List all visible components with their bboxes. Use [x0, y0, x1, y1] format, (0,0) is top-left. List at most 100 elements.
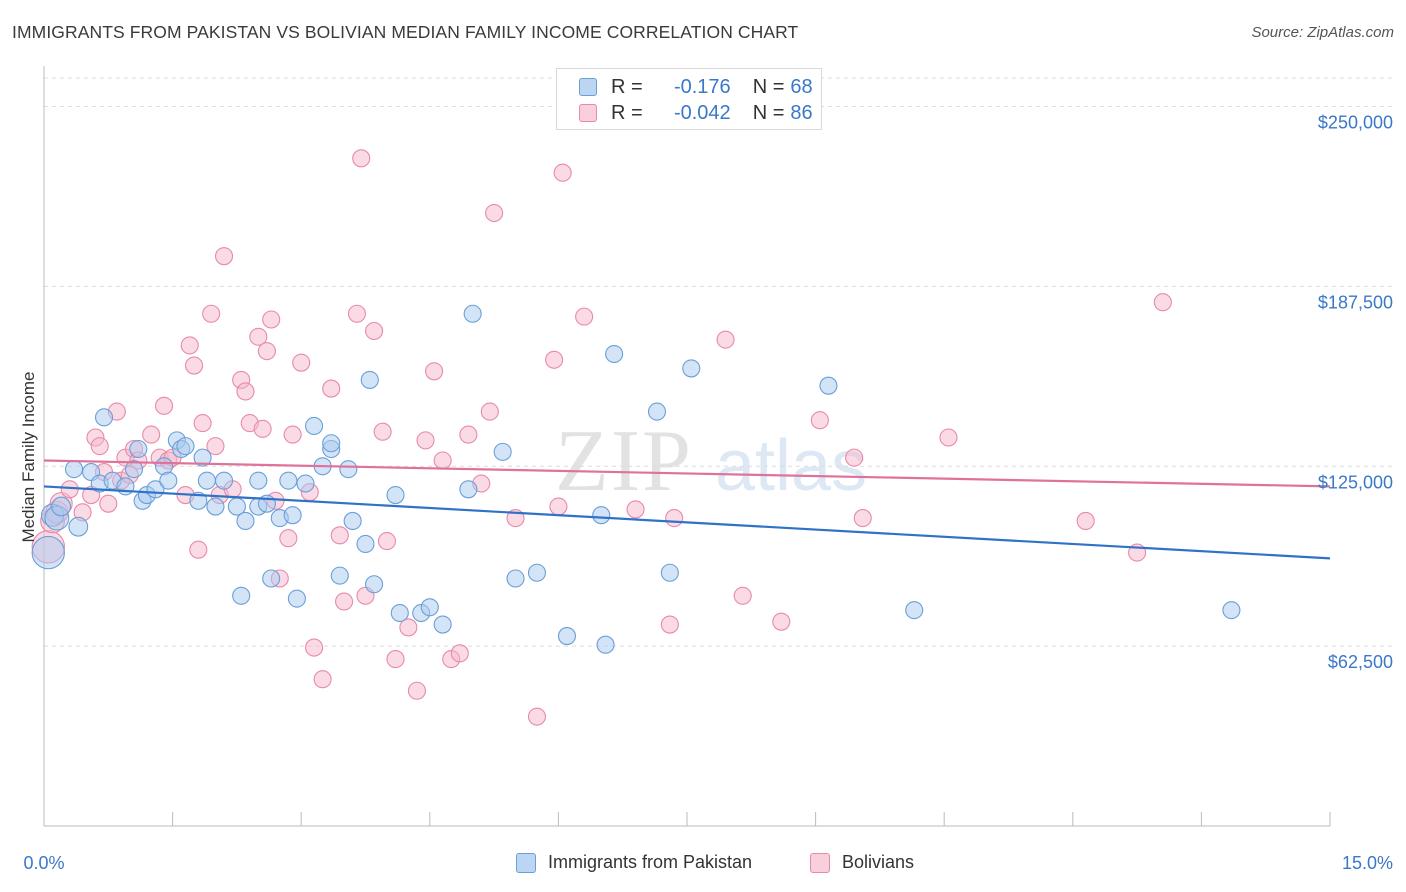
n-value: 86	[790, 101, 813, 124]
legend-item-pakistan[interactable]: Immigrants from Pakistan	[516, 852, 752, 873]
bolivians-point	[407, 681, 426, 700]
pakistan-point	[592, 506, 611, 525]
pakistan-point	[356, 534, 375, 554]
pakistan-point	[647, 402, 667, 421]
bolivians-point	[142, 425, 161, 444]
bolivians-point	[335, 592, 354, 611]
legend-item-bolivians[interactable]: Bolivians	[810, 852, 914, 873]
chart-title: IMMIGRANTS FROM PAKISTAN VS BOLIVIAN MED…	[12, 22, 799, 42]
bolivians-point	[665, 509, 684, 528]
bolivians-point	[189, 540, 208, 559]
bolivians-point	[292, 353, 311, 372]
pakistan-point	[433, 615, 452, 634]
bolivians-point	[202, 304, 221, 323]
bolivians-point	[313, 670, 332, 689]
watermark-zip: ZIP	[555, 413, 693, 510]
pakistan-point	[605, 344, 624, 364]
bolivians-point	[416, 431, 435, 450]
bolivians-point	[253, 419, 272, 438]
pakistan-point	[1222, 601, 1241, 620]
y-tick-labels: $62,500 $125,000 $187,500 $250,000	[1318, 113, 1393, 673]
pakistan-point	[905, 601, 924, 620]
chart-source: Source: ZipAtlas.com	[1251, 24, 1394, 41]
pakistan-point	[343, 511, 362, 530]
pakistan-point	[339, 460, 358, 479]
pakistan-point	[463, 304, 482, 323]
pakistan-point	[51, 496, 72, 517]
bolivians-point	[322, 379, 341, 398]
bolivians-point	[279, 529, 298, 548]
bolivians-point	[352, 149, 371, 168]
pakistan-point	[159, 471, 178, 490]
bolivians-point	[853, 509, 872, 528]
pakistan-point	[557, 627, 577, 646]
pakistan-point	[31, 535, 65, 570]
bolivians-point	[154, 396, 174, 415]
pakistan-point	[365, 575, 384, 594]
bolivians-point	[480, 402, 499, 421]
bolivians-point	[549, 497, 568, 516]
pakistan-point	[819, 376, 838, 395]
pakistan-point	[420, 598, 439, 617]
pakistan-point	[682, 359, 701, 378]
pakistan-point	[193, 448, 212, 467]
x-tick-label-end: 15.0%	[1342, 853, 1393, 873]
pakistan-point	[330, 566, 349, 585]
pakistan-point	[124, 460, 144, 479]
pakistan-swatch	[579, 78, 597, 96]
n-label: N =	[752, 101, 785, 124]
bolivians-point	[99, 494, 118, 513]
pakistan-point	[386, 485, 405, 505]
bolivians-point	[425, 362, 444, 381]
r-label: R =	[611, 101, 643, 124]
pakistan-point	[493, 442, 512, 461]
bolivians-point	[1076, 511, 1095, 530]
legend-swatch-pakistan	[516, 852, 536, 873]
pakistan-point	[322, 434, 341, 453]
bolivians-point	[206, 437, 225, 456]
bolivians-point	[575, 307, 594, 326]
y-tick-label: $62,500	[1328, 652, 1393, 672]
bolivians-point	[262, 310, 281, 329]
pakistan-point	[527, 563, 547, 582]
bolivians-point	[399, 618, 418, 637]
pakistan-point	[287, 589, 306, 608]
bolivians-point	[450, 644, 469, 663]
bolivians-point	[485, 203, 504, 223]
bolivians-point	[90, 437, 109, 456]
bolivians-point	[626, 500, 645, 519]
gridlines	[44, 77, 1396, 647]
n-value: 68	[790, 75, 813, 98]
bolivians-point	[257, 342, 276, 361]
pakistan-point	[236, 511, 255, 530]
x-tick-label-start: 0.0%	[23, 853, 64, 873]
bolivians-point	[660, 615, 679, 634]
bolivians-point	[733, 586, 752, 605]
bolivians-point	[180, 336, 199, 355]
bolivians-point	[716, 330, 735, 349]
pakistan-point	[197, 471, 216, 490]
r-value: -0.176	[673, 75, 731, 98]
bolivians-point	[365, 321, 384, 341]
legend-swatch-bolivians	[810, 852, 830, 873]
pakistan-point	[176, 437, 195, 456]
x-tick-labels: 0.0% 15.0%	[23, 853, 1393, 873]
stats-row-pakistan: R = -0.176 N = 68	[579, 74, 813, 100]
pakistan-point	[64, 460, 84, 479]
bolivians-point	[214, 247, 234, 266]
pakistan-point	[279, 471, 298, 490]
bolivians-trend-line	[43, 459, 1331, 488]
legend-label-bolivians: Bolivians	[842, 852, 915, 872]
trend-lines	[43, 459, 1331, 560]
bolivians-point	[236, 382, 255, 401]
bolivians-point	[373, 422, 392, 441]
pakistan-point	[232, 586, 251, 605]
bolivians-point	[939, 428, 958, 447]
bolivians-point	[459, 425, 478, 444]
pakistan-point	[390, 603, 409, 623]
pakistan-point	[129, 439, 148, 459]
legend: Immigrants from Pakistan Bolivians	[0, 852, 1406, 878]
bolivians-point	[184, 356, 204, 375]
pakistan-point	[249, 471, 268, 490]
